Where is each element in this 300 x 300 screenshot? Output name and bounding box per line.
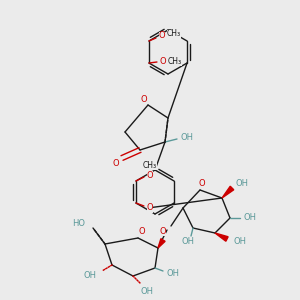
Text: OH: OH [182, 238, 194, 247]
Text: O: O [160, 226, 166, 236]
Text: CH₃: CH₃ [143, 160, 157, 169]
Text: OH: OH [83, 271, 97, 280]
Text: O: O [199, 178, 205, 188]
Text: O: O [147, 170, 153, 179]
Polygon shape [222, 186, 234, 198]
Text: O: O [139, 226, 145, 236]
Text: OH: OH [167, 268, 179, 278]
Polygon shape [215, 233, 228, 241]
Text: CH₃: CH₃ [168, 56, 182, 65]
Text: OH: OH [140, 286, 154, 296]
Text: HO: HO [73, 218, 85, 227]
Text: O: O [113, 158, 119, 167]
Text: OH: OH [236, 178, 248, 188]
Text: O: O [159, 32, 165, 40]
Text: OH: OH [181, 134, 194, 142]
Text: O: O [141, 95, 147, 104]
Text: OH: OH [233, 236, 247, 245]
Text: O: O [160, 56, 166, 65]
Text: CH₃: CH₃ [167, 29, 181, 38]
Text: OH: OH [244, 214, 256, 223]
Polygon shape [158, 239, 165, 248]
Text: O: O [147, 203, 153, 212]
